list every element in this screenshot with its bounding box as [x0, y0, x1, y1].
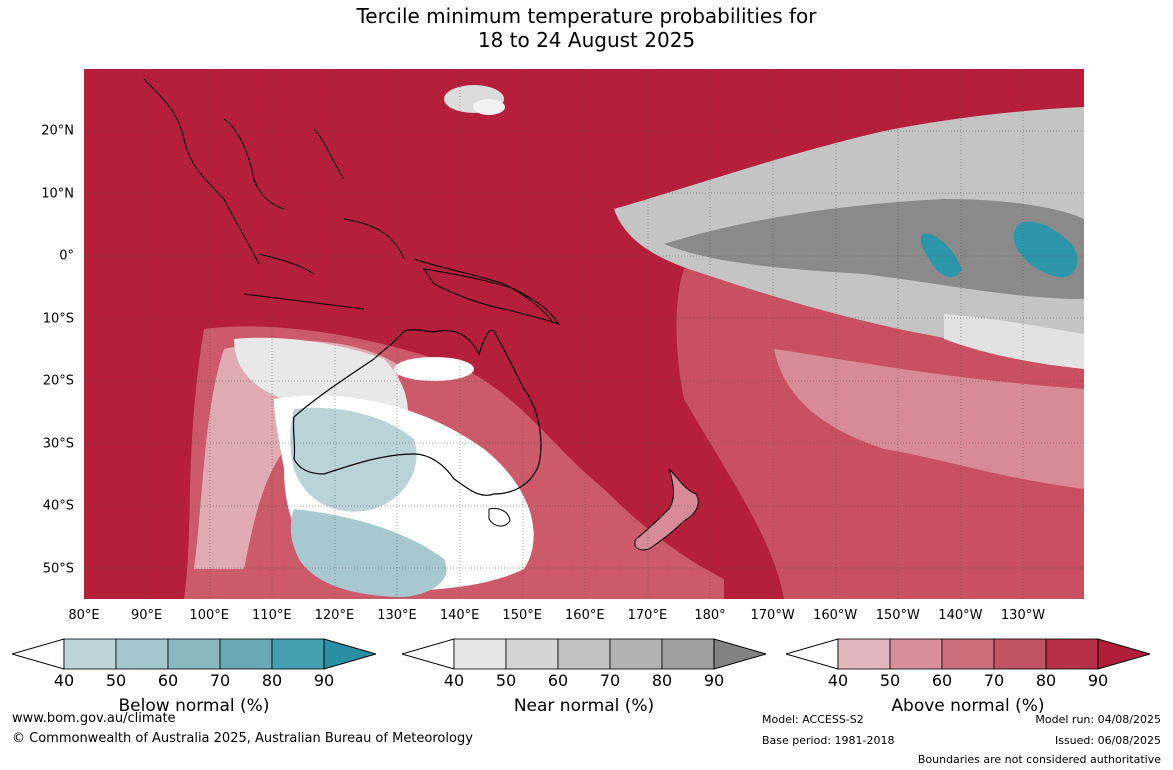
colorbar-segment [1045, 638, 1099, 670]
colorbar-tick-label: 50 [879, 671, 901, 690]
colorbar [12, 638, 376, 670]
latitude-label: 50°S [42, 561, 74, 576]
colorbar-segment [505, 638, 559, 670]
latitude-label: 0° [59, 248, 74, 264]
longitude-label: 170°W [750, 608, 795, 623]
colorbar-title: Near normal (%) [513, 696, 655, 716]
colorbar-segment [219, 638, 273, 670]
colorbar-tick-label: 60 [157, 671, 179, 690]
below-normal-high-patch [1013, 221, 1078, 278]
colorbar-segment [557, 638, 611, 670]
latitude-label: 20°S [42, 373, 74, 389]
longitude-label: 160°E [565, 608, 605, 623]
above-normal-light-zone-east [774, 349, 1084, 489]
colorbar-tick-label: 90 [703, 671, 725, 690]
probability-map [84, 69, 1084, 599]
colorbar-tick-label: 90 [1087, 671, 1109, 690]
colorbar-title: Below normal (%) [118, 696, 270, 716]
colorbar [402, 638, 766, 670]
colorbar-tick-label: 70 [209, 671, 231, 690]
colorbar-tick-label: 50 [495, 671, 517, 690]
colorbar-under-triangle [786, 638, 839, 670]
colorbar-segment [993, 638, 1047, 670]
longitude-label: 140°E [439, 608, 480, 623]
colorbar-segment [941, 638, 995, 670]
near-normal-patch-north [473, 99, 505, 115]
colorbar-segment [889, 638, 943, 670]
colorbar-tick-label: 80 [651, 671, 673, 690]
australia-coastline [292, 329, 542, 496]
near-normal-high-band [664, 199, 1084, 299]
colorbar-over-triangle [323, 638, 376, 670]
latitude-label: 10°N [41, 186, 74, 201]
colorbar-title: Above normal (%) [891, 696, 1045, 716]
new-guinea-coastline [422, 268, 561, 325]
colorbar-tick-label: 40 [827, 671, 849, 690]
longitude-label: 130°E [377, 608, 417, 623]
longitude-label: 120°E [314, 608, 355, 623]
latitude-label: 30°S [42, 436, 74, 451]
latitude-label: 40°S [42, 498, 74, 514]
colorbar-tick-label: 60 [547, 671, 569, 690]
colorbar-segment [661, 638, 715, 670]
longitude-label: 160°W [813, 608, 858, 623]
colorbar-segment [115, 638, 169, 670]
colorbar-under-triangle [402, 638, 455, 670]
colorbar-over-triangle [713, 638, 766, 670]
map-title-line2: 18 to 24 August 2025 [477, 28, 696, 52]
colorbar-under-triangle [12, 638, 65, 670]
colorbar-tick-label: 40 [53, 671, 75, 690]
map-gridlines [84, 69, 1084, 599]
colorbar [786, 638, 1150, 670]
longitude-label: 110°E [252, 608, 292, 623]
issued-date: Issued: 06/08/2025 [1054, 734, 1161, 747]
longitude-label: 90°E [130, 608, 163, 623]
map-title: Tercile minimum temperature probabilitie… [0, 4, 1173, 52]
website-link[interactable]: www.bom.gov.au/climate [12, 711, 176, 726]
below-normal-patch-south [290, 509, 447, 597]
colorbar-segment [837, 638, 891, 670]
latitude-label: 20°N [41, 123, 74, 139]
base-period: Base period: 1981-2018 [762, 734, 895, 747]
boundaries-disclaimer: Boundaries are not considered authoritat… [917, 753, 1161, 766]
colorbar-segment [63, 638, 117, 670]
longitude-label: 80°E [68, 608, 100, 623]
colorbar-segment [167, 638, 221, 670]
longitude-label: 150°W [875, 608, 920, 623]
colorbar-segment [453, 638, 507, 670]
colorbar-segment [271, 638, 325, 670]
model-name: Model: ACCESS-S2 [762, 713, 864, 726]
longitude-label: 140°W [938, 608, 983, 623]
longitude-label: 170°E [627, 608, 668, 623]
longitude-label: 100°E [189, 608, 229, 623]
model-run-date: Model run: 04/08/2025 [1035, 713, 1161, 726]
colorbar-tick-label: 40 [443, 671, 465, 690]
longitude-label: 180° [694, 608, 726, 623]
longitude-label: 150°E [502, 608, 542, 623]
colorbar-tick-label: 70 [983, 671, 1005, 690]
below-normal-patch-southwest [290, 407, 417, 512]
map-title-line1: Tercile minimum temperature probabilitie… [356, 4, 817, 28]
below-normal-high-patch [920, 233, 962, 278]
copyright-notice: © Commonwealth of Australia 2025, Austra… [12, 731, 473, 746]
tasmania-coastline [488, 508, 511, 527]
new-zealand-coastline [634, 468, 699, 551]
near-normal-light-band [944, 314, 1084, 369]
colorbar-tick-label: 90 [313, 671, 335, 690]
colorbar-tick-label: 80 [1035, 671, 1057, 690]
colorbar-tick-label: 50 [105, 671, 127, 690]
colorbar-over-triangle [1097, 638, 1150, 670]
se-asia-coastline [143, 78, 555, 325]
colorbar-segment [609, 638, 663, 670]
latitude-label: 10°S [42, 311, 74, 326]
colorbar-tick-label: 60 [931, 671, 953, 690]
colorbar-tick-label: 80 [261, 671, 283, 690]
near-normal-patch-south [394, 357, 474, 381]
longitude-label: 130°W [1000, 608, 1046, 623]
colorbar-tick-label: 70 [599, 671, 621, 690]
